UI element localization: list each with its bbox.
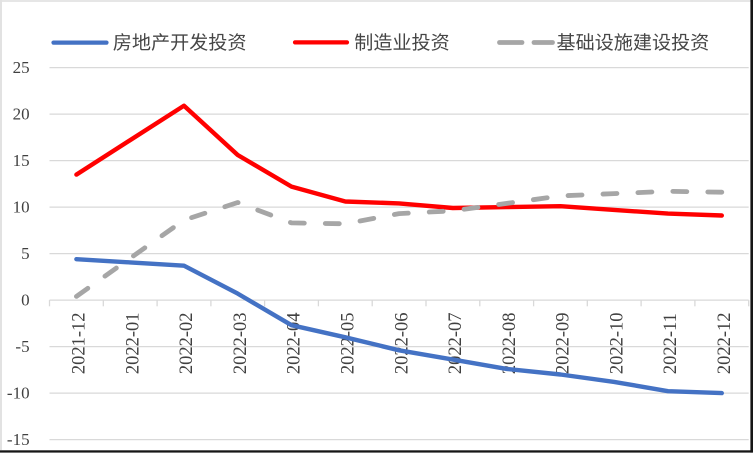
svg-text:15: 15 xyxy=(13,151,30,170)
svg-text:2022-03: 2022-03 xyxy=(231,312,251,374)
svg-text:-15: -15 xyxy=(7,430,30,449)
svg-text:-10: -10 xyxy=(7,384,30,403)
svg-text:25: 25 xyxy=(13,58,30,77)
svg-text:-5: -5 xyxy=(15,337,29,356)
svg-text:2022-12: 2022-12 xyxy=(715,312,735,374)
svg-text:2022-06: 2022-06 xyxy=(392,312,412,374)
svg-text:5: 5 xyxy=(21,244,30,263)
svg-text:2022-01: 2022-01 xyxy=(123,312,143,374)
svg-text:20: 20 xyxy=(13,105,30,124)
svg-text:10: 10 xyxy=(13,198,30,217)
svg-text:2022-05: 2022-05 xyxy=(339,312,359,374)
svg-text:2022-11: 2022-11 xyxy=(661,313,681,374)
svg-text:0: 0 xyxy=(21,291,30,310)
svg-text:2022-09: 2022-09 xyxy=(554,312,574,374)
svg-text:2022-02: 2022-02 xyxy=(177,312,197,374)
svg-text:2022-07: 2022-07 xyxy=(446,312,466,374)
svg-text:2022-08: 2022-08 xyxy=(500,312,520,374)
svg-text:2021-12: 2021-12 xyxy=(70,312,90,374)
svg-text:2022-10: 2022-10 xyxy=(607,312,627,374)
